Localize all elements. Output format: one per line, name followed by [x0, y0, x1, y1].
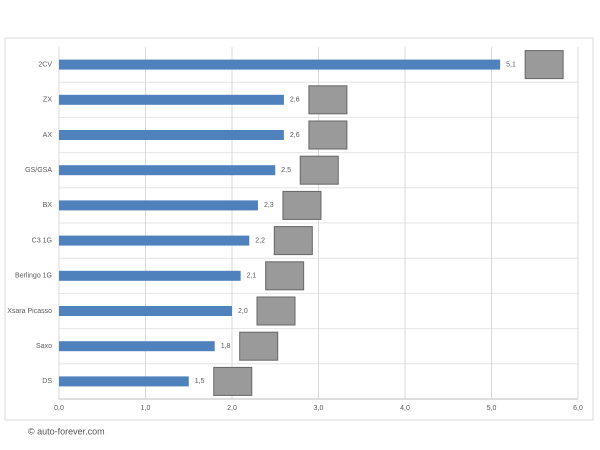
x-tick-label: 1,0 — [141, 405, 151, 412]
x-tick-label: 6,0 — [573, 405, 583, 412]
bar — [59, 376, 189, 387]
bar — [59, 341, 215, 352]
data-label: 2,5 — [281, 167, 291, 174]
y-tick-label: ZX — [43, 97, 52, 104]
data-label: 2,1 — [247, 273, 257, 280]
car-thumbnail — [265, 261, 305, 291]
car-thumbnail — [308, 85, 348, 115]
car-thumbnail — [273, 226, 313, 256]
car-thumbnail — [282, 190, 322, 220]
y-tick-label: BX — [43, 202, 53, 209]
data-label: 2,6 — [290, 97, 300, 104]
bar — [59, 59, 501, 70]
data-label: 5,1 — [506, 61, 516, 68]
x-tick-label: 3,0 — [314, 405, 324, 412]
car-thumbnail — [213, 366, 253, 396]
car-thumbnail — [256, 296, 296, 326]
bar — [59, 235, 250, 246]
y-tick-label: DS — [42, 378, 52, 385]
car-thumbnail — [299, 155, 339, 185]
y-tick-label: Saxo — [36, 343, 52, 350]
y-tick-label: Xsara Picasso — [7, 308, 52, 315]
x-tick-label: 2,0 — [227, 405, 237, 412]
x-tick-label: 4,0 — [400, 405, 410, 412]
bar — [59, 200, 258, 211]
x-tick-label: 5,0 — [487, 405, 497, 412]
y-tick-label: Berlingo 1G — [15, 273, 52, 280]
bar — [59, 306, 232, 316]
data-label: 1,8 — [221, 343, 231, 350]
bar — [59, 270, 241, 281]
bar — [59, 94, 284, 105]
data-label: 2,0 — [238, 308, 248, 315]
car-thumbnail — [524, 50, 564, 80]
data-label: 1,5 — [195, 378, 205, 385]
y-tick-label: GS/GSA — [25, 167, 52, 174]
car-thumbnail — [308, 120, 348, 150]
data-label: 2,6 — [290, 132, 300, 139]
source-note: © auto-forever.com — [28, 426, 105, 436]
x-tick-label: 0,0 — [54, 405, 64, 412]
bar — [59, 130, 284, 140]
car-thumbnail — [239, 331, 279, 361]
y-tick-label: AX — [43, 132, 53, 139]
y-tick-label: C3 1G — [32, 237, 52, 244]
data-label: 2,2 — [255, 237, 265, 244]
bar — [59, 165, 276, 176]
data-label: 2,3 — [264, 202, 274, 209]
y-tick-label: 2CV — [38, 61, 52, 68]
